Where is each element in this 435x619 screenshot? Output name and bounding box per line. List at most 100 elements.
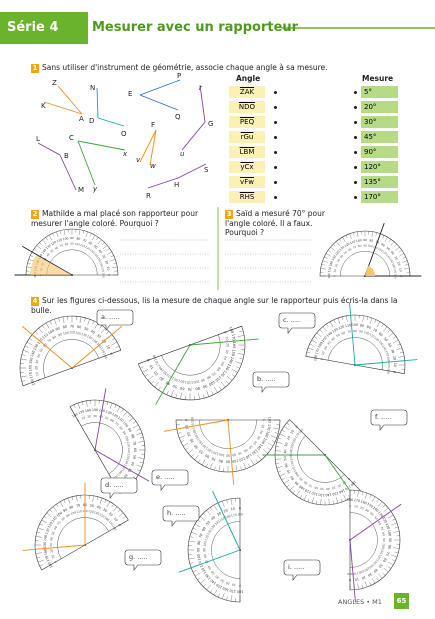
protractor-numeral: 90 bbox=[294, 480, 300, 486]
figure-label: L bbox=[36, 135, 40, 143]
protractor-tick bbox=[366, 316, 369, 321]
protractor-tick bbox=[369, 494, 372, 498]
protractor-numeral: 180 bbox=[191, 417, 195, 423]
protractor-tick bbox=[403, 268, 410, 270]
protractor-numeral: 80 bbox=[118, 425, 124, 431]
protractor-numeral: 110 bbox=[239, 456, 246, 462]
protractor-numeral: 170 bbox=[44, 555, 50, 562]
instruction: Saïd a mesuré 70° pour l'angle coloré. I… bbox=[225, 209, 325, 237]
protractor-numeral: 0 bbox=[107, 274, 111, 276]
protractor-tick bbox=[42, 239, 47, 245]
match-dot bbox=[354, 166, 357, 169]
protractor-tick bbox=[58, 317, 60, 322]
protractor-numeral: 50 bbox=[84, 326, 89, 331]
protractor-tick bbox=[41, 519, 47, 524]
match-dot bbox=[274, 166, 277, 169]
protractor-tick bbox=[218, 465, 221, 472]
protractor-tick bbox=[390, 241, 395, 246]
protractor-numeral: 20 bbox=[223, 508, 228, 513]
protractor-numeral: 20 bbox=[225, 343, 229, 347]
protractor-tick bbox=[59, 501, 64, 507]
protractor-numeral: 50 bbox=[198, 449, 204, 455]
protractor-tick bbox=[99, 325, 102, 329]
protractor-tick bbox=[36, 245, 42, 250]
protractor-numeral: 10 bbox=[225, 336, 230, 341]
protractor-tick bbox=[326, 323, 329, 327]
protractor-numeral: 160 bbox=[43, 549, 48, 556]
protractor-tick bbox=[42, 325, 45, 329]
protractor-numeral: 100 bbox=[63, 331, 69, 336]
angle-fill bbox=[365, 266, 376, 276]
protractor-tick bbox=[102, 245, 108, 250]
protractor-tick bbox=[109, 259, 116, 262]
protractor-numeral: 30 bbox=[394, 255, 399, 260]
protractor-tick bbox=[36, 556, 41, 559]
instruction: Mathilde a mal placé son rapporteur pour… bbox=[31, 209, 199, 228]
protractor-tick bbox=[240, 349, 245, 350]
protractor-numeral: 180 bbox=[228, 326, 234, 334]
protractor-numeral: 20 bbox=[108, 511, 114, 517]
protractor-numeral: 70 bbox=[238, 451, 243, 456]
instruction: Sans utiliser d'instrument de géométrie,… bbox=[42, 63, 328, 72]
protractor-tick bbox=[283, 480, 290, 484]
figure-label: E bbox=[128, 90, 132, 98]
protractor-numeral: 80 bbox=[303, 480, 308, 485]
protractor-numeral: 40 bbox=[330, 336, 336, 342]
protractor-numeral: 120 bbox=[311, 491, 318, 496]
protractor-numeral: 100 bbox=[363, 330, 370, 336]
protractor-numeral: 10 bbox=[333, 268, 338, 272]
protractor-numeral: 160 bbox=[317, 341, 324, 348]
protractor-numeral: 140 bbox=[325, 493, 332, 498]
protractor-numeral: 30 bbox=[284, 442, 289, 447]
protractor-numeral: 160 bbox=[232, 342, 236, 350]
exercise-number: 4 bbox=[31, 297, 39, 306]
protractor-tick bbox=[388, 239, 391, 242]
protractor-numeral: 80 bbox=[218, 459, 223, 464]
protractor-numeral: 70 bbox=[76, 503, 81, 508]
protractor-tick bbox=[222, 592, 225, 599]
protractor-numeral: 90 bbox=[127, 427, 133, 433]
protractor-tick bbox=[20, 363, 24, 364]
protractor-tick bbox=[235, 361, 242, 364]
protractor-numeral: 120 bbox=[245, 453, 253, 460]
protractor-tick bbox=[197, 577, 201, 580]
protractor-tick bbox=[354, 315, 356, 321]
protractor-tick bbox=[394, 551, 399, 554]
protractor-tick bbox=[376, 321, 381, 327]
protractor-tick bbox=[56, 231, 59, 238]
protractor-tick bbox=[387, 329, 391, 333]
protractor-tick bbox=[98, 400, 100, 404]
protractor-tick bbox=[369, 317, 373, 324]
protractor-numeral: 130 bbox=[251, 448, 259, 455]
protractor-numeral: 60 bbox=[243, 448, 248, 453]
protractor-tick bbox=[361, 491, 364, 496]
protractor-tick bbox=[92, 320, 95, 325]
column-header: Angle bbox=[236, 74, 261, 83]
protractor-numeral: 160 bbox=[391, 262, 397, 268]
protractor-tick bbox=[106, 501, 111, 507]
protractor-numeral: 150 bbox=[332, 491, 339, 496]
protractor-tick bbox=[39, 564, 43, 567]
protractor-numeral: 110 bbox=[187, 380, 193, 384]
protractor-tick bbox=[361, 584, 364, 589]
instruction: Sur les figures ci-dessous, lis la mesur… bbox=[31, 296, 398, 315]
figure-label: B bbox=[64, 152, 69, 160]
protractor-numeral: 130 bbox=[338, 245, 345, 252]
speech-bubble bbox=[278, 312, 316, 334]
protractor-tick bbox=[182, 442, 189, 447]
protractor-numeral: 80 bbox=[60, 516, 66, 522]
protractor-numeral: 110 bbox=[117, 416, 124, 423]
protractor-numeral: 150 bbox=[363, 566, 370, 572]
protractor-numeral: 110 bbox=[304, 488, 311, 494]
protractor-tick bbox=[20, 358, 27, 361]
protractor-tick bbox=[378, 501, 383, 507]
protractor-numeral: 90 bbox=[122, 430, 127, 435]
figure-label: M bbox=[78, 186, 84, 194]
protractor-numeral: 90 bbox=[70, 236, 74, 240]
protractor-tick bbox=[142, 369, 149, 373]
protractor-tick bbox=[388, 514, 394, 519]
protractor-numeral: 80 bbox=[366, 325, 371, 330]
protractor-tick bbox=[206, 584, 211, 590]
protractor-tick bbox=[102, 242, 105, 245]
protractor-numeral: 170 bbox=[231, 513, 237, 518]
